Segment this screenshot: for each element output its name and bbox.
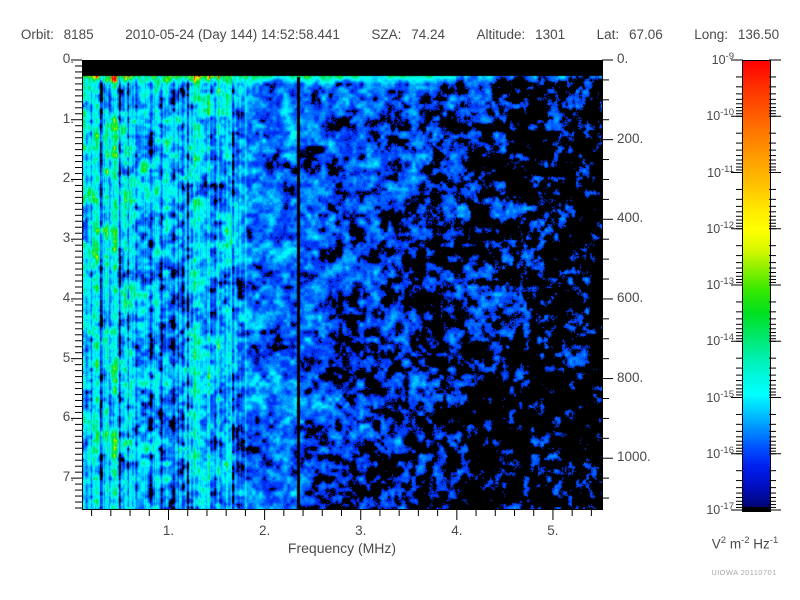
colorbar-left-ticks: [731, 59, 743, 511]
sza-label: SZA:: [371, 27, 402, 42]
y-axis-left-tick-label: 2.: [62, 170, 74, 186]
x-axis-tick-label: 4.: [451, 523, 463, 538]
x-axis-tick-label: 3.: [355, 523, 367, 538]
colorbar-tick-exponent: -11: [720, 163, 734, 175]
x-axis-tick-label: 5.: [547, 523, 559, 538]
orbit-value: 8185: [63, 27, 94, 42]
colorbar-tick-exponent: -9: [725, 51, 734, 62]
colorbar: [742, 60, 771, 512]
colorbar-tick-label: 10-15: [678, 389, 734, 405]
y-axis-right-tick-label: 800.: [617, 369, 644, 385]
colorbar-units: V2 m-2 Hz-1: [690, 535, 800, 552]
colorbar-tick-label: 10-10: [678, 107, 734, 123]
colorbar-tick-label: 10-14: [678, 332, 734, 348]
long-label: Long:: [694, 27, 729, 42]
colorbar-tick-mantissa: 10: [711, 53, 726, 68]
altitude-label: Altitude:: [476, 27, 526, 42]
colorbar-tick-mantissa: 10: [706, 503, 721, 518]
y-axis-right-tick-label: 600.: [617, 289, 644, 305]
colorbar-tick-exponent: -12: [720, 219, 734, 231]
colorbar-tick-mantissa: 10: [707, 165, 721, 180]
y-axis-right-tick-label: 1000.: [617, 449, 651, 465]
colorbar-tick-exponent: -17: [720, 501, 734, 512]
y-axis-left-ticks: [71, 59, 82, 509]
y-axis-left-tick-label: 5.: [62, 349, 74, 365]
colorbar-gradient: [743, 61, 770, 511]
colorbar-tick-mantissa: 10: [706, 109, 721, 124]
credit-text: UIOWA 20110701: [711, 568, 777, 577]
colorbar-tick-label: 10-13: [678, 276, 734, 292]
colorbar-tick-label: 10-11: [678, 164, 734, 180]
y-axis-right-ticks: [602, 59, 613, 499]
colorbar-tick-mantissa: 10: [706, 446, 721, 461]
colorbar-tick-exponent: -10: [720, 107, 734, 119]
colorbar-tick-mantissa: 10: [706, 221, 721, 236]
colorbar-tick-exponent: -13: [720, 276, 734, 287]
y-axis-left-tick-label: 6.: [62, 409, 74, 425]
x-axis-ticks: [91, 509, 592, 520]
x-axis-tick-label: 2.: [258, 523, 271, 538]
y-axis-right-tick-label: 400.: [617, 210, 644, 226]
y-axis-left-tick-label: 0.: [62, 51, 74, 66]
datetime-value: 2010-05-24 (Day 144) 14:52:58.441: [125, 27, 340, 42]
colorbar-right-ticks: [769, 59, 781, 511]
y-axis-left-tick-label: 3.: [62, 230, 74, 246]
radargram-plot-area: [82, 60, 603, 510]
orbit-label: Orbit:: [20, 27, 54, 42]
y-axis-right-tick-label: 200.: [617, 130, 644, 146]
x-axis-tick-label: 1.: [162, 523, 175, 538]
colorbar-tick-label: 10-16: [678, 445, 734, 461]
colorbar-tick-exponent: -15: [720, 388, 734, 400]
colorbar-tick-label: 10-12: [678, 220, 734, 236]
colorbar-tick-label: 10-17: [678, 501, 734, 517]
colorbar-tick-mantissa: 10: [706, 334, 721, 349]
sza-value: 74.24: [411, 27, 445, 42]
units-v: V: [711, 536, 721, 552]
units-m: m: [726, 536, 742, 552]
colorbar-underflow-swatch: [742, 507, 769, 511]
units-v-exp: 2: [720, 535, 727, 546]
y-axis-right-tick-label: 0.: [617, 51, 629, 66]
x-axis-title: Frequency (MHz): [287, 540, 397, 556]
colorbar-tick-exponent: -16: [720, 444, 734, 456]
long-value: 136.50: [737, 27, 780, 42]
lat-value: 67.06: [628, 27, 663, 42]
colorbar-tick-label: 10-9: [678, 51, 734, 67]
units-hz: Hz: [749, 536, 770, 552]
colorbar-tick-exponent: -14: [720, 332, 734, 344]
radargram-heatmap: [83, 61, 602, 509]
y-axis-left-tick-label: 1.: [62, 110, 74, 126]
y-axis-left-tick-label: 4.: [62, 289, 74, 305]
plot-header: Orbit: 8185 2010-05-24 (Day 144) 14:52:5…: [0, 27, 800, 42]
lat-label: Lat:: [596, 27, 620, 42]
colorbar-tick-mantissa: 10: [706, 278, 721, 293]
units-hz-exp: -1: [769, 535, 779, 546]
y-axis-left-tick-label: 7.: [62, 469, 74, 485]
altitude-value: 1301: [535, 27, 566, 42]
units-m-exp: -2: [741, 535, 750, 546]
colorbar-tick-mantissa: 10: [706, 390, 721, 405]
